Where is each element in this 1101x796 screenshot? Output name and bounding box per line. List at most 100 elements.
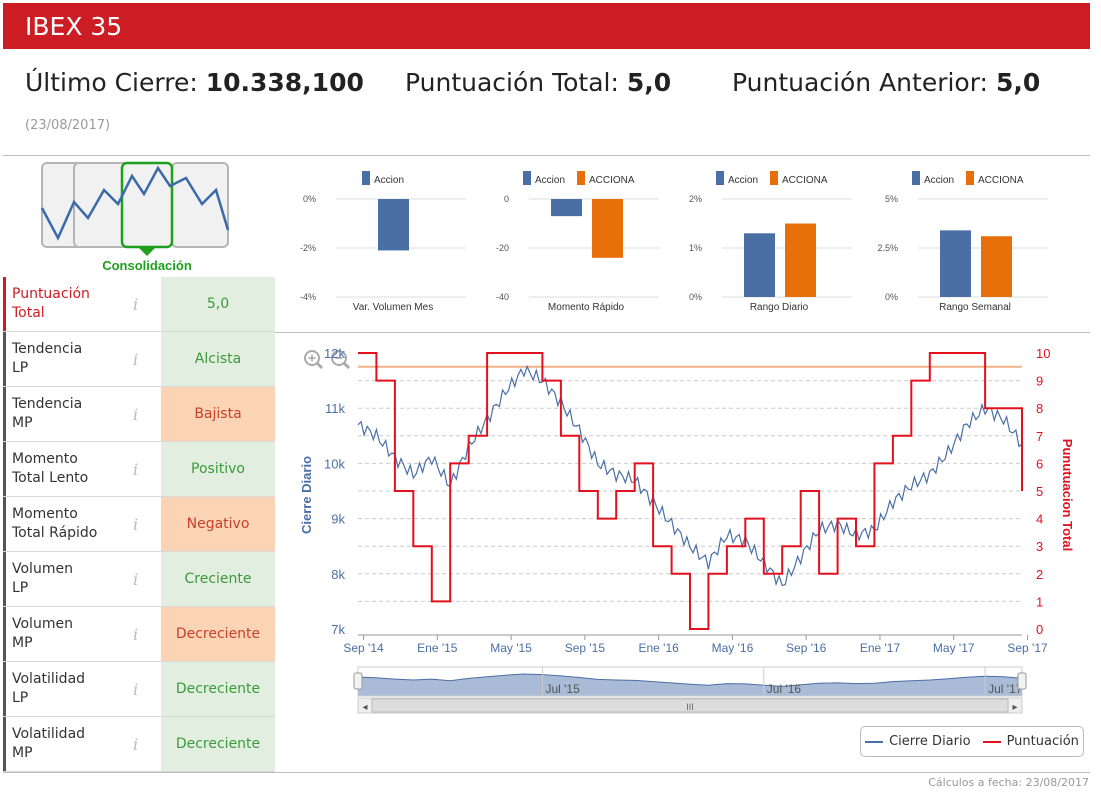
mini-bar [551, 199, 582, 217]
x-tick-label: Ene '17 [860, 641, 901, 655]
info-icon[interactable]: i [133, 295, 139, 314]
y2-tick-label: 2 [1036, 567, 1043, 582]
mini-legend-swatch [966, 171, 974, 185]
score-label-line: Total Rápido [12, 525, 98, 541]
mini-legend-label: Accion [728, 175, 758, 186]
y-tick-label: 9k [331, 512, 345, 527]
mini-bar [981, 236, 1012, 297]
x-tick-label: May '17 [933, 641, 975, 655]
score-label-line: MP [12, 415, 33, 431]
score-table: Puntuación Total i 5,0 Tendencia LP i Alcista Te… [3, 277, 275, 772]
mini-legend-label: Accion [374, 175, 404, 186]
series-line-close [357, 364, 1023, 587]
mini-bar [744, 233, 775, 297]
navigator-label: Jul '16 [767, 682, 802, 696]
mini-tick-label: -20 [496, 243, 509, 253]
mini-legend-swatch [770, 171, 778, 185]
total-score-value: 5,0 [626, 68, 672, 97]
mini-legend-label: ACCIONA [782, 175, 828, 186]
y-axis-title: Cierre Diario [299, 456, 314, 534]
score-row: Tendencia MP i Bajista [3, 387, 275, 442]
score-value: Creciente [161, 552, 275, 606]
x-tick-label: May '15 [490, 641, 532, 655]
y-tick-label: 7k [331, 622, 345, 637]
legend-item-score[interactable]: Puntuación [982, 734, 1079, 749]
series-line-score [358, 352, 1023, 630]
y2-tick-label: 0 [1036, 622, 1043, 637]
legend-swatch-close [865, 740, 884, 743]
mini-chart-volumen: Accion 0% -2% -4% Var. Volumen Mes [296, 168, 491, 318]
info-icon[interactable]: i [133, 680, 139, 699]
navigator-label: Jul '15 [545, 682, 580, 696]
title-bar: IBEX 35 [3, 3, 1090, 49]
total-score: Puntuación Total: 5,0 [405, 68, 671, 97]
pattern-pointer [138, 247, 156, 256]
mini-chart-rango-diario: Accion ACCIONA 2% 1% 0% Rango Diario [682, 168, 877, 318]
y2-tick-label: 8 [1036, 401, 1043, 416]
mini-legend-swatch [523, 171, 531, 185]
mini-bar [592, 199, 623, 258]
x-tick-label: Sep '14 [343, 641, 384, 655]
info-icon[interactable]: i [133, 570, 139, 589]
mini-tick-label: 0% [885, 292, 898, 302]
mini-legend-label: Accion [924, 175, 954, 186]
pattern-line [40, 165, 230, 241]
last-close-value: 10.338,100 [205, 68, 364, 97]
mini-tick-label: 2% [689, 194, 702, 204]
navigator-handle-right [1017, 672, 1027, 690]
info-icon[interactable]: i [133, 515, 139, 534]
score-label-line: Momento [12, 506, 78, 522]
mini-tick-label: -2% [300, 243, 316, 253]
calc-date-footer: Cálculos a fecha: 23/08/2017 [928, 776, 1089, 789]
y2-tick-label: 3 [1036, 539, 1043, 554]
score-label-line: MP [12, 745, 33, 761]
mini-tick-label: -40 [496, 292, 509, 302]
info-icon[interactable]: i [133, 405, 139, 424]
mini-chart-title: Rango Semanal [939, 302, 1011, 313]
score-label-line: Volatilidad [12, 726, 86, 742]
previous-score: Puntuación Anterior: 5,0 [732, 68, 1040, 97]
info-icon[interactable]: i [133, 735, 139, 754]
navigator-handle-left [353, 672, 363, 690]
y2-tick-label: 4 [1036, 512, 1043, 527]
score-label-line: Volumen [12, 561, 73, 577]
legend-item-close[interactable]: Cierre Diario [865, 734, 971, 749]
navigator-label: Jul '17 [988, 682, 1023, 696]
y-tick-label: 8k [331, 567, 345, 582]
score-label-line: Momento [12, 451, 78, 467]
score-label-line: Total Lento [12, 470, 89, 486]
score-row: Volatilidad MP i Decreciente [3, 717, 275, 772]
y2-tick-label: 10 [1036, 346, 1050, 361]
legend-label-score: Puntuación [1006, 734, 1079, 749]
score-label-line: Total [12, 305, 45, 321]
x-tick-label: Ene '16 [638, 641, 679, 655]
total-score-label: Puntuación Total: [405, 68, 619, 97]
score-label-line: Volatilidad [12, 671, 86, 687]
score-row: Puntuación Total i 5,0 [3, 277, 275, 332]
info-icon[interactable]: i [133, 350, 139, 369]
score-label-line: Tendencia [12, 396, 83, 412]
y2-tick-label: 5 [1036, 484, 1043, 499]
score-value: 5,0 [161, 277, 275, 331]
mini-tick-label: 0% [689, 292, 702, 302]
mini-tick-label: -4% [300, 292, 316, 302]
score-row: Momento Total Lento i Positivo [3, 442, 275, 497]
score-row: Tendencia LP i Alcista [3, 332, 275, 387]
info-icon[interactable]: i [133, 625, 139, 644]
score-row: Momento Total Rápido i Negativo [3, 497, 275, 552]
divider-top [3, 155, 1090, 156]
mini-legend-swatch [362, 171, 370, 185]
y2-tick-label: 7 [1036, 429, 1043, 444]
mini-legend-label: ACCIONA [978, 175, 1024, 186]
scrollbar-right-arrow: ▸ [1012, 702, 1017, 713]
info-icon[interactable]: i [133, 460, 139, 479]
mini-legend-swatch [577, 171, 585, 185]
score-row: Volumen MP i Decreciente [3, 607, 275, 662]
close-date: (23/08/2017) [25, 118, 111, 133]
score-value: Alcista [161, 332, 275, 386]
y2-tick-label: 6 [1036, 456, 1043, 471]
mini-chart-title: Momento Rápido [548, 302, 625, 313]
price-score-chart[interactable]: 10 9 8 7 6 5 4 3 2 1 0 12k 11k 10k 9k 8k 7k Cierre Diario… [296, 340, 1090, 720]
score-label: Tendencia MP [3, 387, 161, 441]
scrollbar-grip: III [686, 702, 694, 712]
